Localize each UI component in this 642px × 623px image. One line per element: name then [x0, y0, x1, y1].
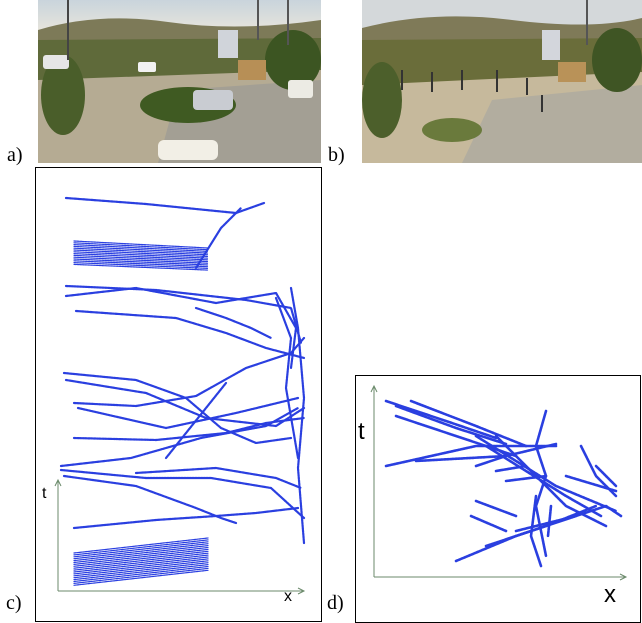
trajectory-band-bottom — [73, 541, 209, 558]
y-axis-arrow — [370, 384, 378, 393]
x-axis-label: x — [284, 588, 292, 605]
x-axis-arrow — [297, 587, 306, 595]
trajectory-line — [59, 468, 306, 520]
trajectory-line — [194, 306, 273, 340]
trajectory-band-bottom — [73, 539, 209, 556]
trajectory-band-bottom — [73, 567, 209, 584]
trajectory-band-top — [73, 256, 209, 264]
trajectory-band-bottom — [73, 546, 209, 564]
trajectory-line — [64, 286, 298, 370]
trajectory-line — [72, 506, 300, 530]
trajectory-line — [72, 336, 306, 408]
trajectory-line — [384, 399, 498, 440]
trajectory-line — [494, 434, 608, 528]
trajectory-line — [484, 504, 598, 548]
trajectory-band-bottom — [73, 564, 209, 581]
trajectory-line — [394, 404, 508, 446]
trajectory-line — [409, 399, 528, 448]
trajectory-band-top — [73, 254, 209, 263]
x-axis-label: x — [604, 581, 616, 608]
trajectory-line — [274, 296, 300, 460]
trajectory-band-bottom — [73, 569, 209, 586]
panel-label-c: c) — [6, 592, 22, 614]
trajectory-band-top — [73, 252, 209, 261]
trajectory-band-bottom — [73, 537, 209, 554]
trajectory-plot-d-canvas: tx — [358, 384, 628, 608]
trajectory-band-bottom — [73, 554, 209, 571]
photo-a-traffic-cars — [38, 0, 321, 163]
y-axis-arrow — [54, 478, 62, 487]
trajectory-band-top — [73, 258, 209, 266]
trajectory-line — [529, 494, 543, 568]
trajectory-line — [62, 371, 293, 445]
trajectory-line — [579, 444, 618, 498]
trajectory-line — [134, 466, 303, 490]
trajectory-line — [546, 504, 553, 538]
trajectory-line — [62, 474, 238, 525]
trajectory-line — [384, 444, 558, 468]
trajectory-band-top — [73, 245, 209, 254]
trajectory-band-top — [73, 242, 209, 251]
trajectory-line — [289, 286, 306, 545]
t-axis-label: t — [358, 418, 365, 445]
trajectory-line — [474, 454, 508, 468]
x-axis-arrow — [619, 573, 628, 581]
panel-label-b: b) — [328, 144, 345, 166]
trajectory-line — [534, 409, 548, 558]
trajectory-band-top — [73, 263, 209, 271]
trajectory-band-bottom — [73, 562, 209, 579]
trajectory-band-bottom — [73, 545, 209, 562]
trajectory-line — [74, 309, 306, 360]
trajectory-band-bottom — [73, 550, 209, 567]
trajectory-line — [474, 499, 518, 518]
photo-b-image — [362, 0, 642, 163]
photo-b-traffic-pedestrians — [362, 0, 642, 163]
panel-label-d: d) — [327, 592, 344, 614]
trajectory-line — [494, 464, 528, 473]
trajectory-band-bottom — [73, 558, 209, 575]
trajectory-line — [64, 196, 266, 215]
trajectory-band-top — [73, 247, 209, 256]
trajectory-band-top — [73, 240, 209, 249]
trajectory-line — [76, 396, 300, 430]
trajectory-band-bottom — [73, 543, 209, 560]
trajectory-line — [59, 406, 300, 468]
trajectory-band-top — [73, 260, 209, 268]
photo-a-image — [38, 0, 321, 163]
trajectory-band-top — [73, 251, 209, 259]
trajectory-band-bottom — [73, 552, 209, 569]
trajectory-band-bottom — [73, 565, 209, 583]
trajectory-band-bottom — [73, 556, 209, 573]
trajectory-line — [164, 381, 228, 460]
trajectory-band-bottom — [73, 548, 209, 565]
trajectory-line — [474, 434, 618, 513]
trajectory-band-top — [73, 249, 209, 258]
trajectory-line — [194, 206, 243, 270]
t-axis-label: t — [42, 485, 47, 502]
trajectory-line — [594, 464, 618, 488]
trajectory-line — [514, 514, 578, 533]
trajectory-band-top — [73, 243, 209, 253]
trajectory-line — [469, 514, 508, 533]
trajectory-plot-c-canvas: tx — [42, 196, 306, 605]
trajectory-band-bottom — [73, 560, 209, 577]
trajectory-line — [504, 474, 548, 483]
trajectory-band-top — [73, 261, 209, 270]
trajectory-line — [64, 378, 306, 428]
panel-label-a: a) — [7, 144, 23, 166]
